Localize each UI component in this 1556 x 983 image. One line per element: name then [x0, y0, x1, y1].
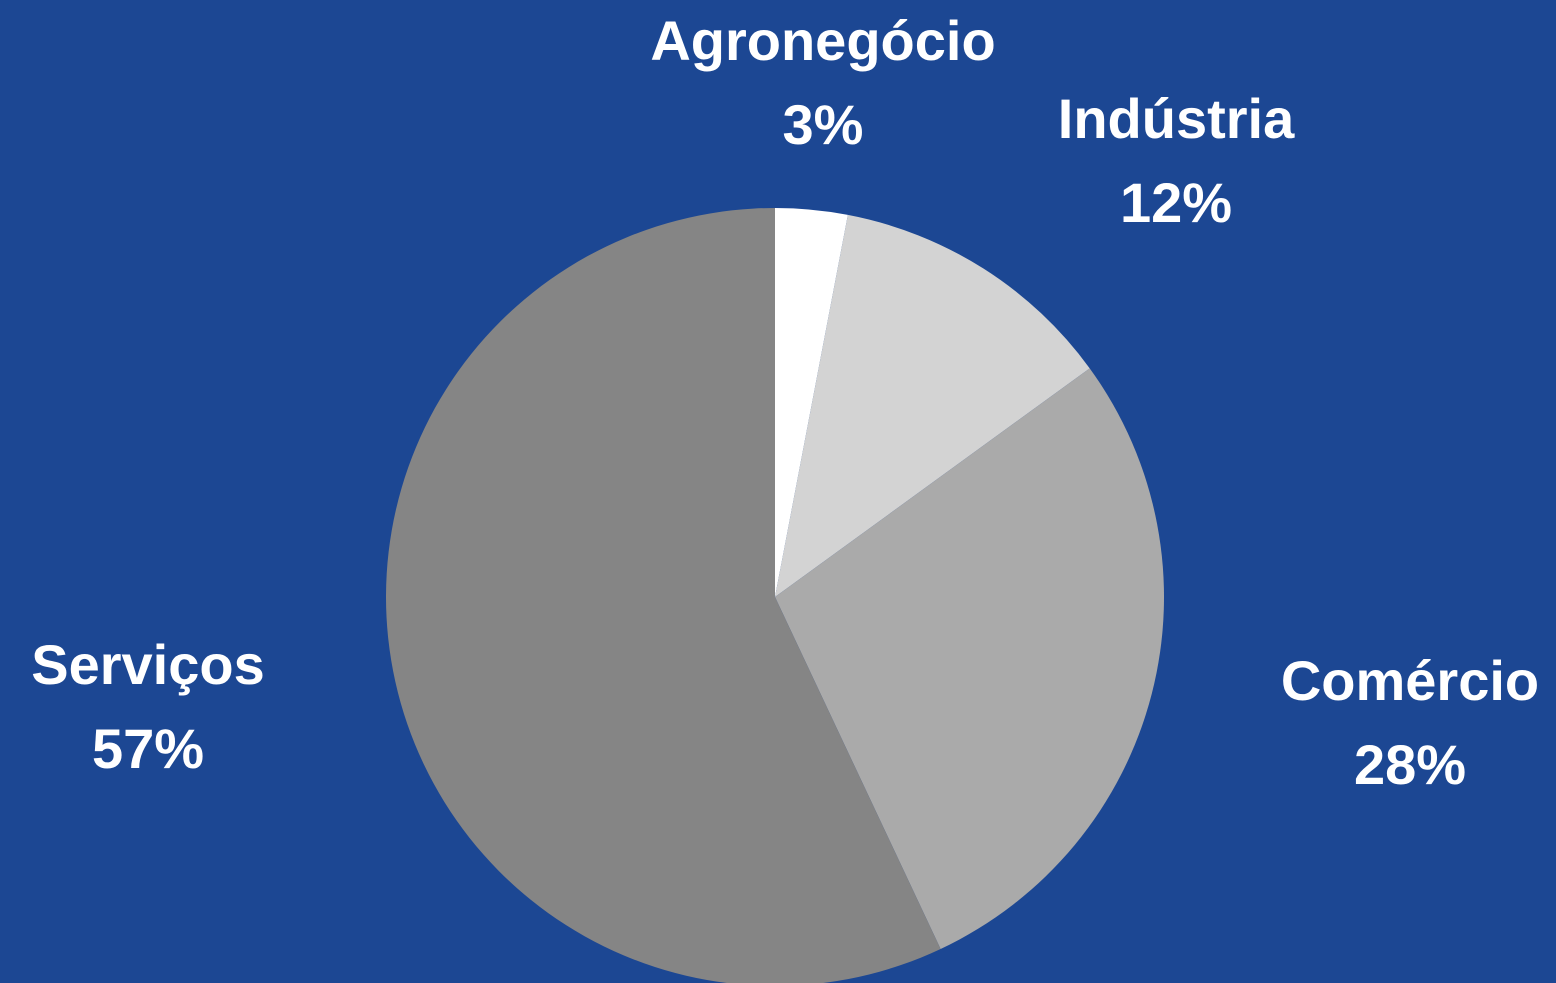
pie-slice	[775, 214, 1090, 597]
value-label: 28%	[1354, 733, 1466, 796]
pie-slice	[775, 208, 848, 597]
pie-slice	[775, 368, 1164, 949]
value-label: 3%	[783, 93, 864, 156]
pie-slice	[386, 208, 941, 983]
slice-label: Agronegócio	[650, 9, 995, 72]
value-label: 12%	[1120, 171, 1232, 234]
slice-label: Comércio	[1281, 649, 1539, 712]
slice-label: Indústria	[1058, 87, 1295, 150]
value-label: 57%	[92, 717, 204, 780]
slice-label: Serviços	[31, 633, 265, 696]
